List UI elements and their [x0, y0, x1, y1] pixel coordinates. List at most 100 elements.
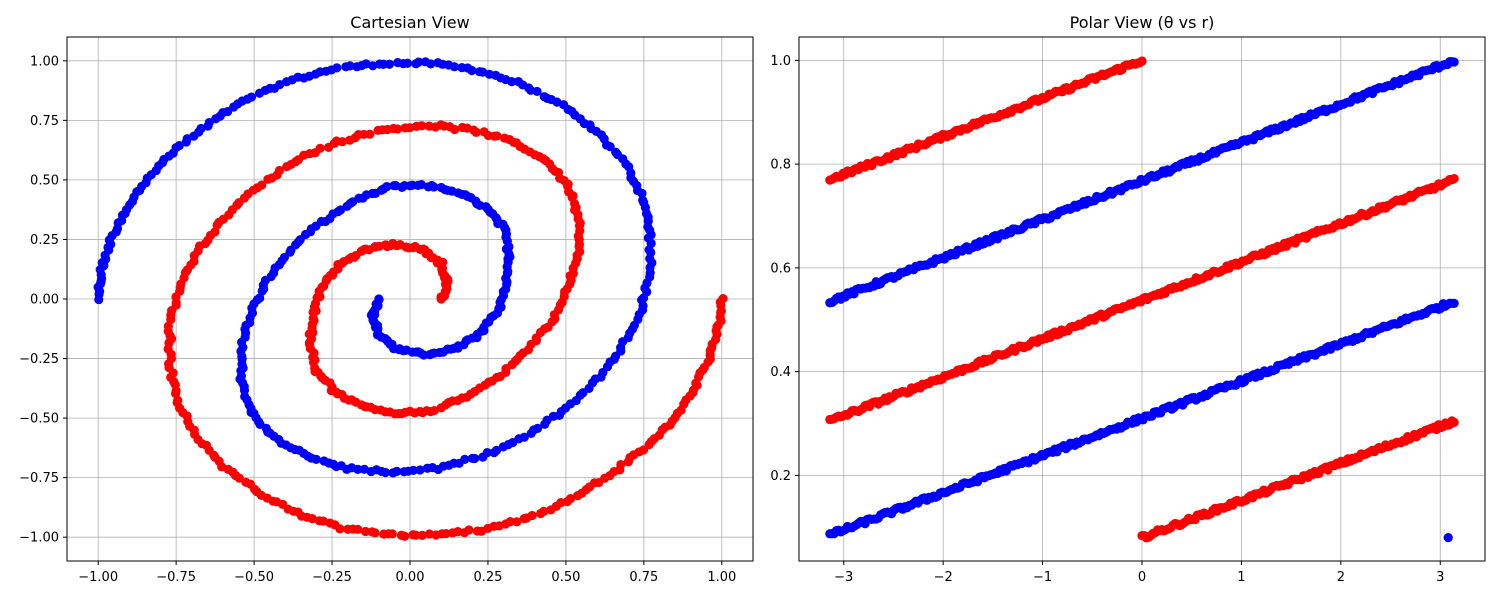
data-point — [359, 464, 369, 474]
y-tick-label: 0.25 — [30, 233, 59, 248]
y-tick-label: −0.25 — [19, 352, 59, 367]
polar-view-panel: Polar View (θ vs r) −3 −2 −1 0 1 2 3 0.2 0.4 0.6 0… — [770, 13, 1486, 585]
data-point — [573, 491, 583, 501]
data-point — [343, 524, 353, 534]
x-tick-label: 0.50 — [551, 570, 580, 585]
data-point — [417, 121, 427, 131]
data-point — [399, 467, 409, 477]
data-point — [332, 63, 342, 73]
data-point — [467, 65, 477, 76]
y-tick-label: 0.50 — [30, 173, 59, 188]
data-point — [449, 62, 460, 72]
data-point — [367, 527, 377, 537]
data-point — [255, 293, 265, 303]
data-point — [274, 165, 285, 176]
cartesian-points — [93, 57, 728, 541]
y-tick-label: 0.00 — [30, 293, 59, 308]
data-point — [422, 463, 432, 473]
x-tick-label: −1 — [1033, 570, 1052, 585]
x-tick-label: 1.00 — [707, 570, 736, 585]
x-tick-label: −3 — [834, 570, 853, 585]
data-point — [405, 123, 415, 133]
data-point — [408, 530, 418, 540]
data-point — [478, 452, 488, 462]
x-tick-label: 0.75 — [629, 570, 658, 585]
data-point — [345, 61, 355, 71]
data-point — [360, 526, 371, 537]
data-point — [526, 428, 536, 439]
series-0 — [93, 57, 657, 478]
data-point — [388, 468, 398, 478]
data-point — [319, 456, 329, 466]
data-point — [436, 403, 446, 413]
x-tick-label: 2 — [1337, 570, 1345, 585]
data-point — [492, 131, 502, 141]
y-tick-label: 1.00 — [30, 54, 59, 69]
y-tick-label: −0.75 — [19, 471, 59, 486]
y-tick-label: 0.75 — [30, 114, 59, 129]
data-point — [414, 57, 424, 67]
data-point — [415, 465, 425, 475]
data-point — [1449, 57, 1459, 67]
data-point — [1443, 533, 1453, 543]
x-tick-label: 0.25 — [473, 570, 502, 585]
y-tick-label: 0.8 — [770, 158, 791, 173]
data-point — [472, 526, 483, 536]
data-point — [416, 179, 426, 190]
data-point — [402, 58, 412, 68]
data-point — [382, 181, 392, 192]
data-point — [540, 419, 550, 429]
data-point — [637, 188, 647, 198]
data-point — [315, 143, 325, 153]
data-point — [498, 442, 508, 452]
data-point — [532, 86, 542, 97]
data-point — [489, 448, 499, 458]
data-point — [374, 294, 384, 304]
data-point — [365, 129, 375, 139]
data-point — [1137, 56, 1147, 66]
data-point — [275, 79, 285, 90]
data-point — [1449, 417, 1459, 427]
data-point — [196, 123, 206, 134]
x-tick-label: 3 — [1436, 570, 1444, 585]
y-tick-label: 0.2 — [770, 469, 791, 484]
data-point — [174, 141, 184, 151]
data-point — [623, 457, 634, 467]
data-point — [396, 530, 407, 540]
cartesian-view-title: Cartesian View — [350, 13, 469, 32]
data-point — [384, 59, 395, 69]
polar-view-title: Polar View (θ vs r) — [1070, 13, 1215, 32]
x-tick-label: 1 — [1237, 570, 1245, 585]
series-1 — [163, 120, 728, 541]
y-tick-label: −1.00 — [19, 531, 59, 546]
y-tick-label: 0.6 — [770, 261, 791, 276]
polar-points — [825, 56, 1459, 543]
x-tick-label: −0.25 — [312, 570, 352, 585]
data-point — [1449, 173, 1459, 184]
x-tick-label: −0.50 — [234, 570, 274, 585]
series-1 — [825, 56, 1459, 543]
polar-grid — [799, 37, 1485, 561]
cartesian-ticks: −1.00 −0.75 −0.50 −0.25 0.00 0.25 0.50 0.75 1.00… — [19, 54, 736, 585]
y-tick-label: 1.0 — [770, 54, 791, 69]
y-tick-label: 0.4 — [770, 365, 791, 380]
data-point — [241, 477, 251, 487]
x-tick-label: −2 — [934, 570, 953, 585]
data-point — [507, 77, 517, 87]
data-point — [546, 505, 556, 515]
data-point — [246, 92, 257, 102]
data-point — [436, 294, 446, 304]
data-point — [379, 529, 389, 539]
data-point — [210, 227, 220, 237]
data-point — [471, 127, 481, 137]
polar-ticks: −3 −2 −1 0 1 2 3 0.2 0.4 0.6 0.8 1.0 — [770, 54, 1444, 585]
x-tick-label: 0.00 — [396, 570, 425, 585]
data-point — [448, 528, 458, 538]
data-point — [1449, 298, 1459, 308]
data-point — [424, 529, 435, 539]
x-tick-label: −1.00 — [78, 570, 118, 585]
data-point — [519, 514, 529, 524]
data-point — [536, 508, 546, 519]
